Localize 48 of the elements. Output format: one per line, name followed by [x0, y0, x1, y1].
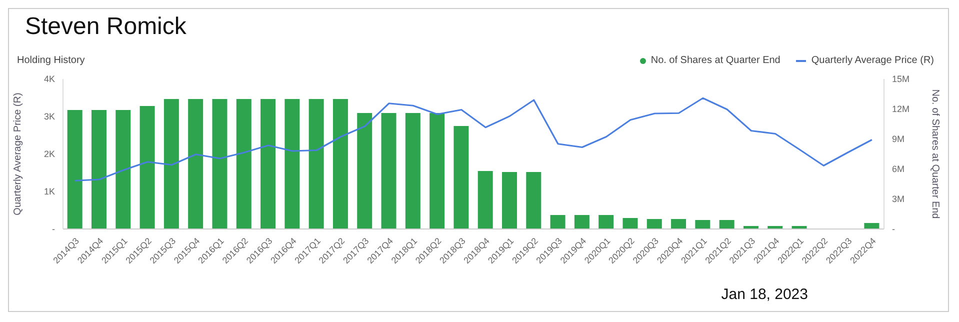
- bar: [405, 113, 420, 229]
- y-tick-label: -: [52, 224, 55, 234]
- bar: [671, 219, 686, 229]
- bar: [622, 218, 638, 229]
- bar: [67, 110, 82, 229]
- bar: [502, 172, 517, 229]
- bar: [308, 99, 324, 229]
- bar: [478, 171, 493, 229]
- bar: [332, 99, 348, 229]
- y2-tick-label: 9M: [892, 134, 905, 144]
- bar: [526, 172, 542, 229]
- bar: [598, 215, 614, 229]
- y2-tick-label: 3M: [892, 194, 905, 204]
- bar: [91, 110, 106, 229]
- bar: [212, 99, 228, 229]
- bar: [357, 113, 372, 229]
- bar: [381, 113, 396, 229]
- bar: [140, 106, 155, 229]
- bar: [284, 99, 300, 229]
- y-tick-label: 2K: [44, 149, 55, 160]
- bar: [646, 219, 662, 229]
- bar: [236, 99, 252, 229]
- bar: [260, 99, 276, 229]
- y2-tick-label: -: [892, 224, 895, 234]
- y2-tick-label: 15M: [892, 74, 910, 84]
- bar: [188, 99, 204, 229]
- bar: [574, 215, 590, 229]
- bar: [454, 126, 469, 229]
- bar: [116, 110, 131, 229]
- bar: [164, 99, 179, 229]
- chart-title: Steven Romick: [25, 13, 186, 41]
- y2-tick-label: 12M: [892, 104, 910, 114]
- bar: [550, 215, 566, 229]
- bar: [864, 223, 880, 229]
- bar: [430, 113, 445, 229]
- y2-axis-title: No. of Shares at Quarter End: [929, 89, 940, 219]
- bar: [719, 220, 734, 229]
- legend-label: No. of Shares at Quarter End: [650, 55, 780, 66]
- line-series: [74, 97, 873, 182]
- bar: [695, 220, 710, 229]
- y-axis-title: Quarterly Average Price (R): [12, 92, 24, 216]
- legend-label: Quarterly Average Price (R): [810, 55, 934, 66]
- chart-subtitle: Holding History: [17, 55, 85, 66]
- y-tick-label: 4K: [44, 74, 55, 84]
- y-tick-label: 1K: [44, 186, 55, 197]
- y-tick-label: 3K: [44, 112, 55, 122]
- y2-tick-label: 6M: [892, 164, 905, 174]
- text: Jan 18, 2023: [721, 286, 808, 303]
